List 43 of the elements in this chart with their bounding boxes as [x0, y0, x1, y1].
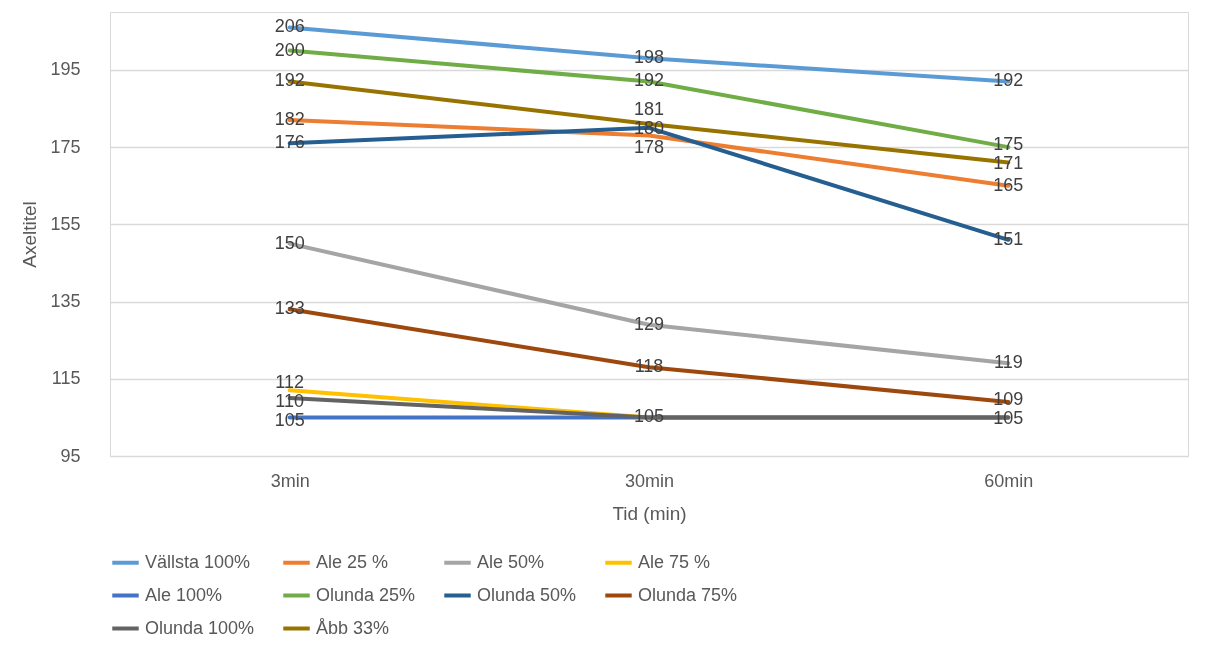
x-tick-label: 30min [624, 470, 675, 491]
data-label: 109 [993, 389, 1024, 410]
data-label: 178 [633, 136, 665, 157]
data-label: 105 [274, 409, 305, 430]
y-tick-label: 195 [50, 59, 81, 80]
legend-label: Ale 100% [145, 584, 223, 605]
data-label: 181 [633, 99, 665, 120]
legend-label: Ale 25 % [316, 551, 389, 572]
y-tick-label: 115 [51, 368, 81, 389]
data-label: 165 [993, 174, 1024, 195]
data-label: 150 [274, 232, 305, 253]
legend-label: Ale 50% [477, 551, 545, 572]
data-label: 112 [275, 372, 305, 393]
legend-label: Olunda 75% [638, 584, 738, 605]
data-label: 133 [274, 298, 305, 319]
legend-label: Vällsta 100% [145, 551, 251, 572]
x-tick-label: 60min [984, 470, 1034, 491]
y-tick-label: 155 [50, 213, 81, 234]
y-axis-title: Axeltitel [19, 201, 41, 268]
legend-label: Åbb 33% [316, 617, 390, 638]
data-label: 175 [993, 134, 1024, 155]
data-label: 129 [633, 313, 665, 334]
data-label: 119 [993, 352, 1023, 373]
y-tick-label: 135 [50, 291, 81, 312]
y-tick-label: 175 [50, 136, 81, 157]
legend-label: Olunda 50% [477, 584, 577, 605]
data-label: 206 [274, 16, 305, 37]
data-label: 180 [633, 118, 665, 139]
data-label: 171 [993, 153, 1024, 174]
legend-label: Olunda 25% [316, 584, 416, 605]
data-label: 151 [993, 228, 1024, 249]
data-label: 200 [274, 39, 305, 60]
data-label: 110 [275, 390, 305, 411]
legend-label: Ale 75 % [638, 551, 711, 572]
x-tick-label: 3min [270, 470, 310, 491]
y-tick-label: 95 [60, 445, 81, 466]
data-label: 176 [274, 132, 305, 153]
data-label: 182 [274, 109, 305, 130]
legend-label: Olunda 100% [145, 617, 255, 638]
data-label: 105 [993, 408, 1024, 429]
x-axis-title: Tid (min) [612, 502, 687, 524]
data-label: 192 [274, 70, 305, 91]
data-label: 192 [993, 70, 1024, 91]
